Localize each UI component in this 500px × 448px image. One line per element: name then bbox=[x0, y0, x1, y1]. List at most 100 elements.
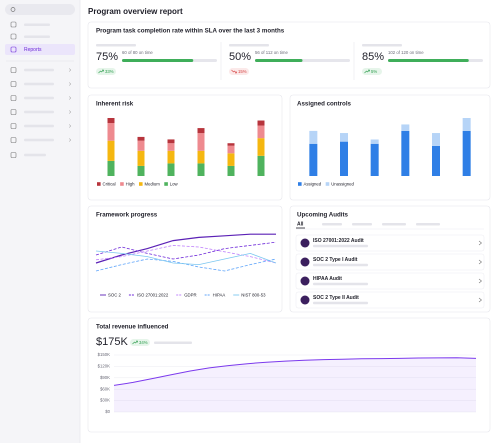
audits-tab-active[interactable]: All bbox=[297, 221, 304, 227]
bar-segment bbox=[257, 120, 265, 126]
legend-label: Low bbox=[170, 181, 179, 186]
revenue-change: 34% bbox=[139, 340, 148, 345]
audit-chevron bbox=[478, 297, 482, 303]
stat-placeholder bbox=[229, 44, 269, 47]
legend-label: Unassigned bbox=[331, 181, 354, 186]
legend-label: Medium bbox=[144, 181, 160, 186]
audit-chevron bbox=[478, 259, 482, 265]
audit-name: SOC 2 Type II Audit bbox=[313, 295, 359, 301]
trend-arrow bbox=[98, 69, 104, 74]
page-title: Program overview report bbox=[88, 7, 183, 16]
risk-card bbox=[87, 94, 283, 201]
bar-segment bbox=[137, 150, 145, 166]
bar-segment bbox=[167, 143, 175, 151]
stat-change: 5% bbox=[371, 69, 377, 74]
nav-placeholder[interactable] bbox=[24, 153, 46, 157]
nav-active-bg[interactable] bbox=[5, 44, 75, 55]
audit-icon bbox=[300, 276, 310, 286]
bar-segment bbox=[107, 118, 115, 124]
tab-placeholder[interactable] bbox=[352, 223, 372, 226]
progress-fill bbox=[255, 59, 303, 62]
bar-segment bbox=[462, 118, 471, 131]
audit-icon bbox=[300, 257, 310, 267]
bar-segment bbox=[370, 139, 379, 144]
nav-placeholder[interactable] bbox=[24, 68, 54, 72]
legend-swatch bbox=[120, 182, 124, 186]
nav-placeholder[interactable] bbox=[24, 96, 54, 100]
bar-segment bbox=[340, 141, 348, 176]
nav-icon bbox=[10, 33, 17, 40]
nav-chevron bbox=[68, 138, 72, 142]
nav-icon bbox=[10, 81, 17, 87]
nav-placeholder[interactable] bbox=[24, 138, 54, 142]
audit-placeholder bbox=[313, 263, 368, 267]
audit-chevron bbox=[478, 278, 482, 284]
y-tick-label: $90K bbox=[100, 375, 110, 380]
sidebar bbox=[0, 0, 80, 443]
bar-segment bbox=[227, 145, 235, 154]
nav-placeholder[interactable] bbox=[24, 35, 50, 39]
bar-segment bbox=[167, 163, 175, 176]
nav-chevron bbox=[68, 96, 72, 100]
legend-label: ISO 27001:2022 bbox=[137, 292, 169, 297]
stat-change: 15% bbox=[238, 69, 247, 74]
nav-placeholder[interactable] bbox=[24, 82, 54, 86]
series-line bbox=[95, 258, 277, 272]
bar-segment bbox=[167, 139, 175, 144]
series-line bbox=[95, 241, 277, 260]
stat-change: 33% bbox=[105, 69, 114, 74]
tab-placeholder[interactable] bbox=[322, 223, 342, 226]
nav-placeholder[interactable] bbox=[24, 124, 54, 128]
nav-chevron bbox=[68, 110, 72, 114]
change-pill bbox=[130, 339, 150, 346]
bar-segment bbox=[197, 163, 205, 176]
legend-swatch bbox=[298, 182, 302, 186]
legend-label: SOC 2 bbox=[108, 292, 122, 297]
revenue-card bbox=[87, 317, 491, 433]
revenue-title: Total revenue influenced bbox=[96, 324, 169, 331]
y-tick-label: $120K bbox=[98, 364, 111, 369]
legend-label: Critical bbox=[103, 181, 116, 186]
y-tick-label: $60K bbox=[100, 386, 110, 391]
change-pill bbox=[96, 68, 116, 75]
audits-title: Upcoming Audits bbox=[297, 212, 349, 219]
bar-segment bbox=[197, 150, 205, 164]
nav-list bbox=[10, 67, 72, 158]
stat-value: 75% bbox=[96, 51, 118, 63]
progress-fill bbox=[388, 59, 469, 62]
revenue-total: $175K bbox=[96, 336, 128, 348]
nav-icon bbox=[10, 46, 17, 53]
change-pill bbox=[362, 68, 382, 75]
nav-icon bbox=[10, 152, 17, 158]
revenue-area bbox=[114, 357, 476, 412]
search-box[interactable] bbox=[5, 4, 75, 15]
legend-swatch bbox=[164, 182, 168, 186]
nav-placeholder[interactable] bbox=[24, 23, 50, 27]
tab-placeholder[interactable] bbox=[382, 223, 406, 226]
tab-placeholder[interactable] bbox=[416, 223, 440, 226]
search-icon bbox=[10, 7, 16, 12]
bar-segment bbox=[309, 143, 318, 176]
nav-placeholder[interactable] bbox=[24, 110, 54, 114]
bar-segment bbox=[432, 145, 440, 176]
sla-title: Program task completion rate within SLA … bbox=[96, 28, 285, 35]
change-pill bbox=[229, 68, 249, 75]
nav-icon bbox=[10, 67, 17, 73]
y-tick-label: $0 bbox=[105, 409, 110, 414]
nav-icon bbox=[10, 21, 17, 28]
controls-title: Assigned controls bbox=[297, 101, 352, 108]
bar-segment bbox=[107, 140, 115, 161]
bar-segment bbox=[137, 165, 145, 176]
stat-placeholder bbox=[96, 44, 136, 47]
audit-icon bbox=[300, 295, 310, 305]
bar-segment bbox=[227, 153, 235, 166]
bar-segment bbox=[107, 123, 115, 141]
bar-segment bbox=[401, 124, 410, 131]
nav-active-label[interactable]: Reports bbox=[24, 47, 42, 53]
stat-placeholder bbox=[362, 44, 402, 47]
stat-value: 50% bbox=[229, 51, 251, 63]
bar-segment bbox=[340, 133, 348, 142]
legend-label: High bbox=[126, 181, 135, 186]
trend-arrow bbox=[132, 340, 138, 345]
